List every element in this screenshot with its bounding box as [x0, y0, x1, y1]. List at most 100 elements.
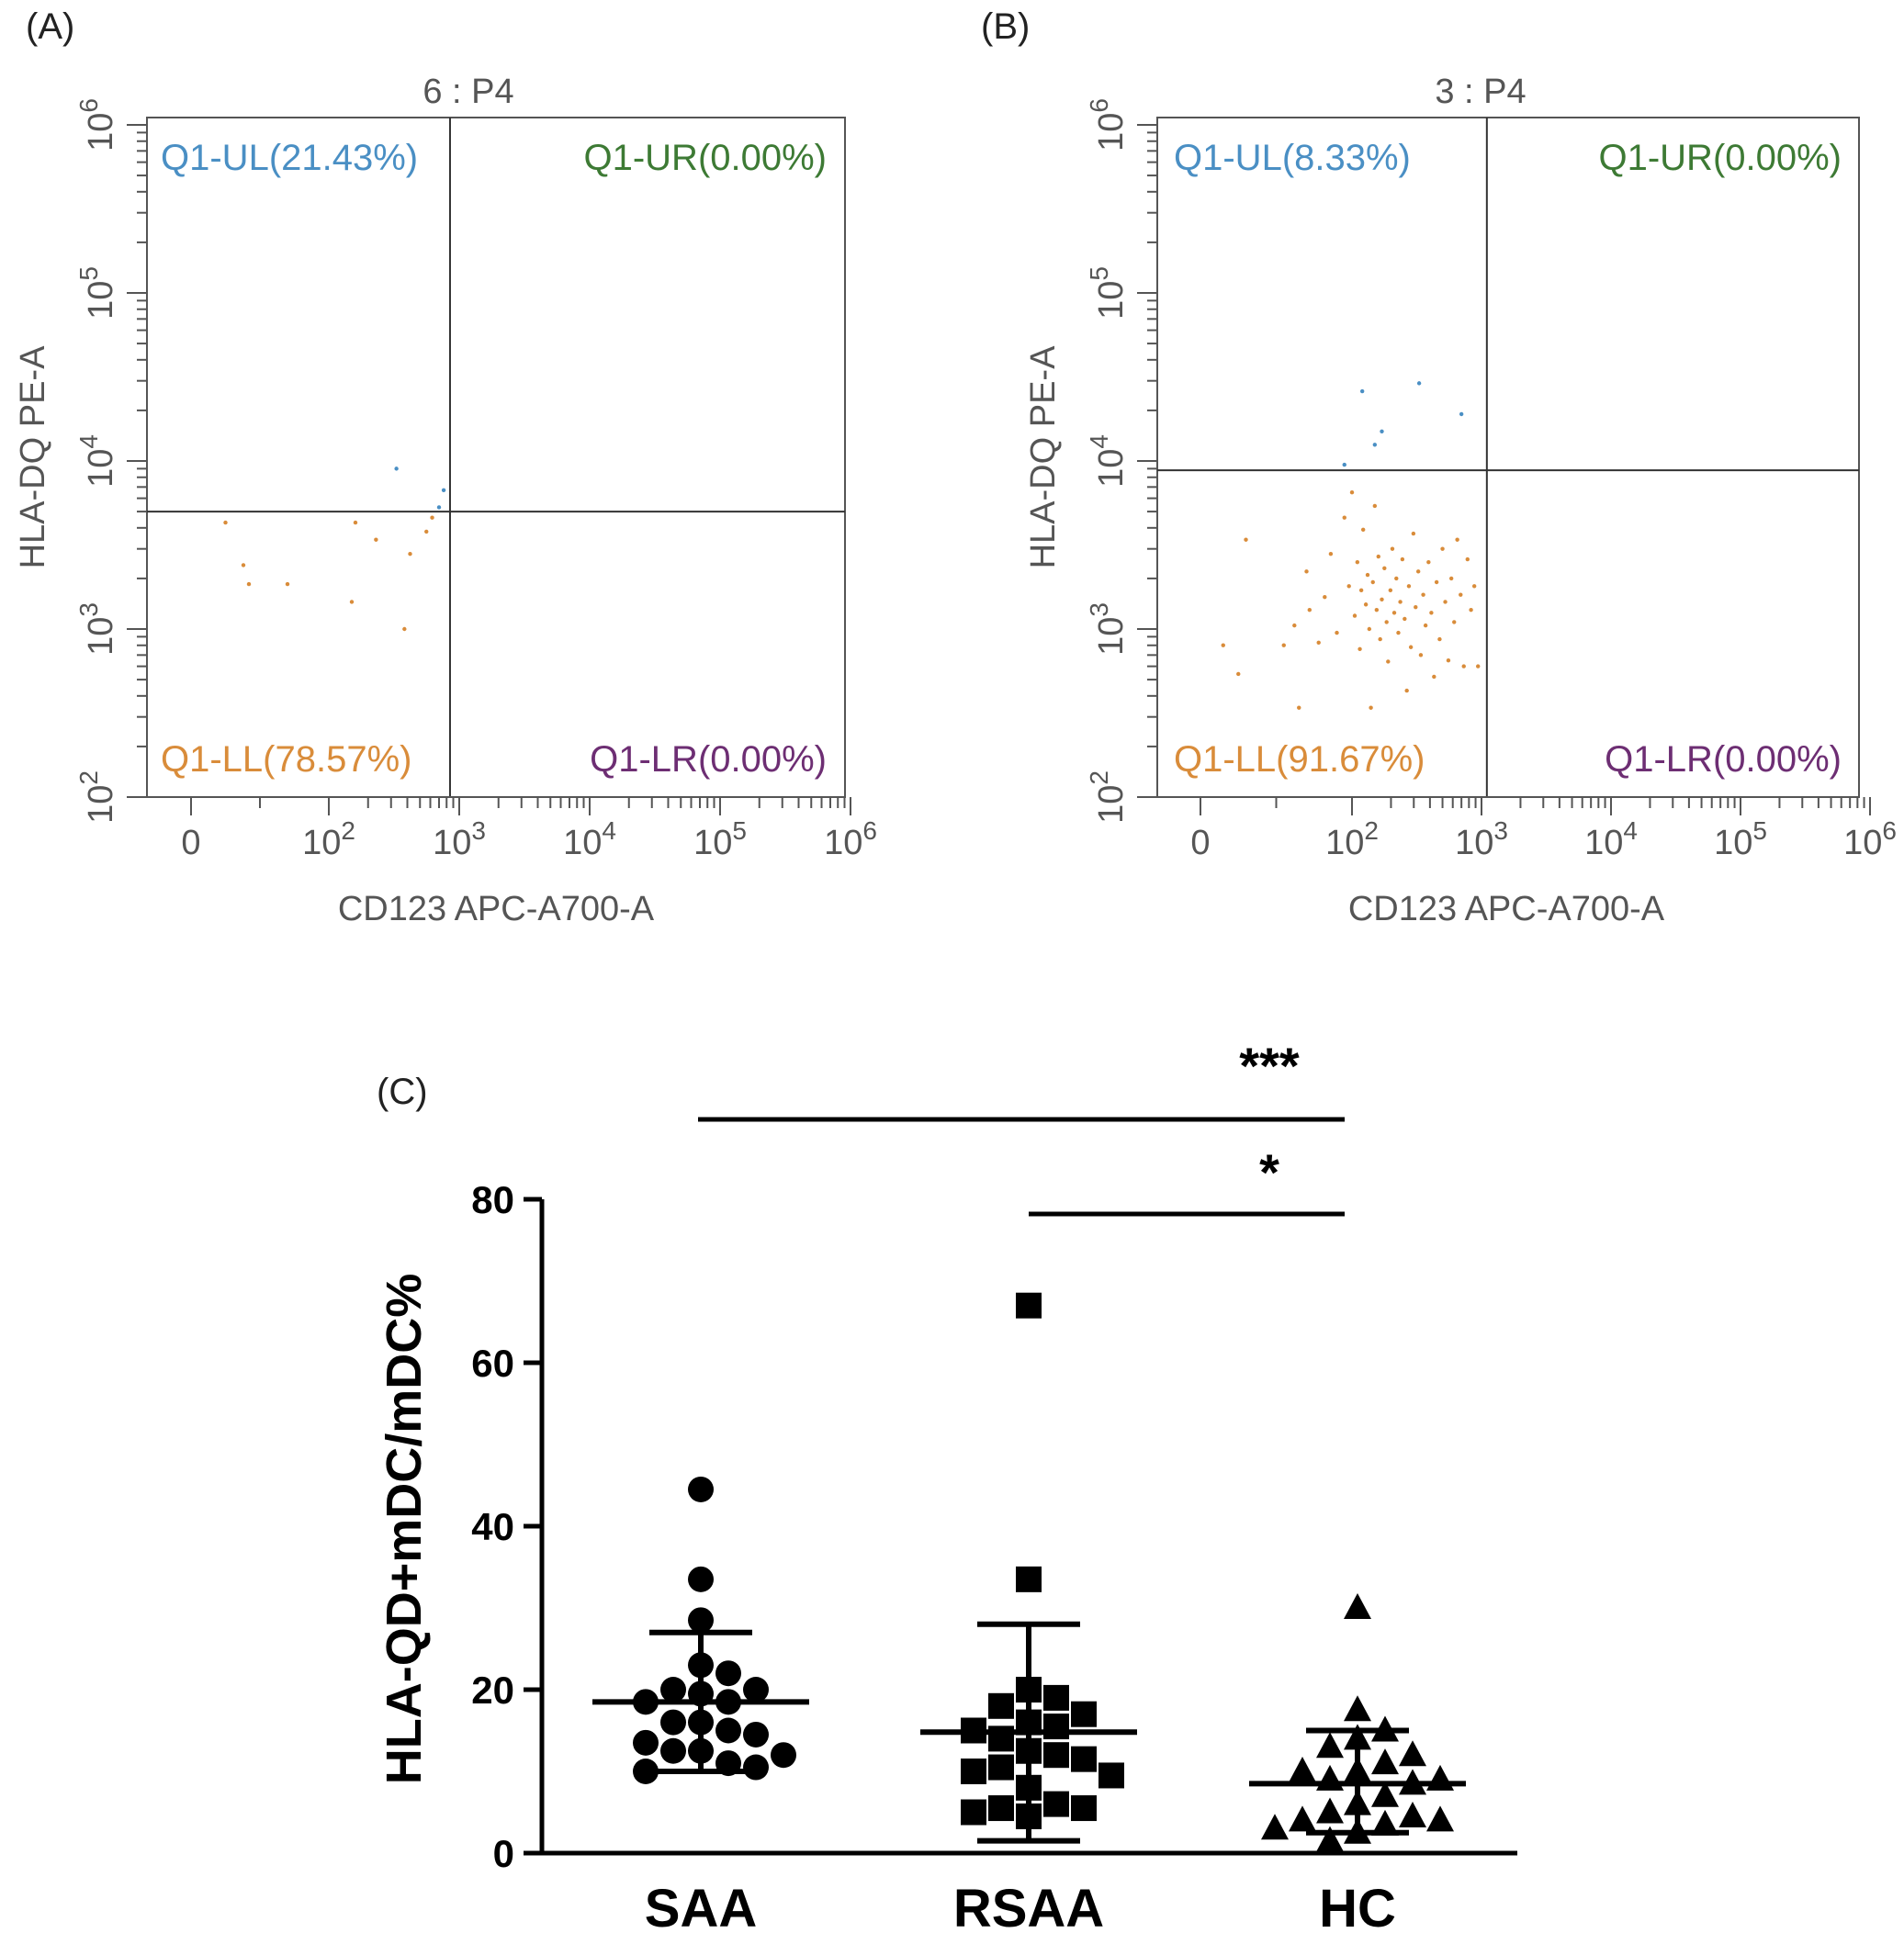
rsaa-point — [1098, 1762, 1124, 1789]
event-dot — [1396, 630, 1401, 635]
x-tick-label: 105 — [1714, 816, 1767, 862]
event-dot — [1398, 600, 1403, 604]
event-dot — [1423, 623, 1428, 628]
y-tick-label: 105 — [1085, 266, 1131, 320]
x-axis-label: CD123 APC-A700-A — [1348, 890, 1665, 928]
x-tick-label: 0 — [1190, 824, 1210, 862]
flow-events — [223, 466, 446, 632]
event-dot — [1221, 643, 1225, 647]
mean-sd-bars — [592, 1621, 1466, 1844]
category-label: RSAA — [953, 1879, 1104, 1933]
saa-point — [633, 1759, 659, 1784]
hc-point — [1344, 1695, 1371, 1722]
event-dot — [1437, 636, 1442, 642]
event-dot — [1378, 636, 1382, 642]
flow-plot-title: 6 : P4 — [422, 73, 513, 111]
event-dot — [1465, 556, 1470, 562]
rsaa-point — [1043, 1791, 1069, 1817]
flow-x-axis: 0 102 103 104 105 106 — [147, 796, 877, 862]
event-dot — [1471, 584, 1477, 589]
hc-point — [1399, 1801, 1426, 1827]
flow-panel-b: (B) 3 : P4 102 103 104 105 106 0 102 103 104 105… — [981, 6, 1897, 928]
flow-y-axis: 102 103 104 105 106 — [74, 98, 147, 824]
event-dot — [1429, 611, 1434, 615]
event-dot — [1386, 659, 1391, 664]
quadrant-label-ur: Q1-UR(0.00%) — [583, 138, 827, 178]
event-dot — [1469, 607, 1473, 612]
panel-label-c: (C) — [377, 1072, 428, 1112]
event-dot — [1461, 664, 1466, 669]
event-dot — [223, 520, 228, 525]
event-dot — [394, 466, 399, 471]
event-dot — [246, 581, 252, 587]
event-dot — [402, 626, 407, 632]
event-dot — [1352, 613, 1358, 618]
event-dot — [353, 520, 358, 525]
event-dot — [1382, 566, 1387, 571]
y-axis-label: HLA-DQ PE-A — [1024, 345, 1063, 568]
event-dot — [1408, 645, 1414, 649]
event-dot — [1342, 462, 1346, 467]
event-dot — [1358, 646, 1362, 652]
event-dot — [1406, 584, 1412, 589]
event-dot — [1307, 607, 1313, 612]
saa-point — [688, 1607, 714, 1634]
event-dot — [1355, 559, 1360, 565]
quadrant-label-ul: Q1-UL(21.43%) — [161, 138, 418, 178]
event-dot — [408, 551, 412, 556]
hc-point — [1371, 1748, 1399, 1775]
flow-plot-frame — [1156, 117, 1860, 798]
event-dot — [1400, 556, 1405, 562]
y-tick-label: 103 — [74, 602, 120, 656]
event-dot — [441, 488, 446, 493]
event-dot — [1346, 584, 1351, 589]
rsaa-point — [1016, 1292, 1042, 1319]
event-dot — [424, 529, 429, 534]
rsaa-point — [961, 1759, 986, 1784]
saa-point — [660, 1677, 686, 1703]
hc-point — [1316, 1732, 1344, 1759]
hc-point — [1344, 1593, 1371, 1619]
event-dot — [1446, 658, 1451, 663]
flow-gate-lines — [147, 118, 845, 797]
event-dot — [1421, 592, 1425, 597]
x-tick-label: 102 — [302, 816, 355, 862]
hc-point — [1371, 1809, 1399, 1836]
event-dot — [1452, 620, 1457, 624]
event-dot — [1304, 569, 1309, 574]
event-dot — [1411, 531, 1416, 536]
flow-plot-title: 3 : P4 — [1435, 73, 1526, 111]
event-dot — [1380, 597, 1384, 601]
event-dot — [1374, 607, 1380, 612]
saa-point — [743, 1721, 769, 1748]
event-dot — [1414, 604, 1418, 610]
y-tick-label: 106 — [1085, 98, 1131, 152]
event-dot — [1416, 381, 1422, 386]
panel-label-b: (B) — [981, 6, 1030, 47]
significance-label: *** — [1239, 1037, 1300, 1095]
category-label: HC — [1319, 1879, 1396, 1933]
saa-point — [771, 1742, 796, 1769]
rsaa-point — [988, 1692, 1014, 1719]
saa-point — [633, 1729, 659, 1756]
hc-point — [1399, 1740, 1426, 1767]
event-dot — [1376, 554, 1380, 559]
event-dot — [1384, 620, 1389, 624]
event-dot — [1363, 602, 1369, 607]
y-tick-label: 40 — [471, 1505, 514, 1548]
event-dot — [1434, 579, 1439, 585]
x-tick-label: 106 — [1843, 816, 1897, 862]
y-tick-label: 103 — [1085, 602, 1131, 656]
event-dot — [1443, 600, 1448, 604]
flow-gate-lines — [1157, 118, 1859, 797]
event-dot — [1459, 411, 1464, 417]
y-axis-label: HLA-DQ PE-A — [14, 345, 52, 568]
data-points — [633, 1292, 1454, 1852]
y-tick-label: 104 — [74, 434, 120, 488]
rsaa-point — [1043, 1714, 1069, 1740]
y-axis-ticks: 0 20 40 60 80 — [471, 1178, 542, 1875]
x-tick-label: 103 — [433, 816, 486, 862]
quadrant-label-ur: Q1-UR(0.00%) — [1598, 138, 1842, 178]
